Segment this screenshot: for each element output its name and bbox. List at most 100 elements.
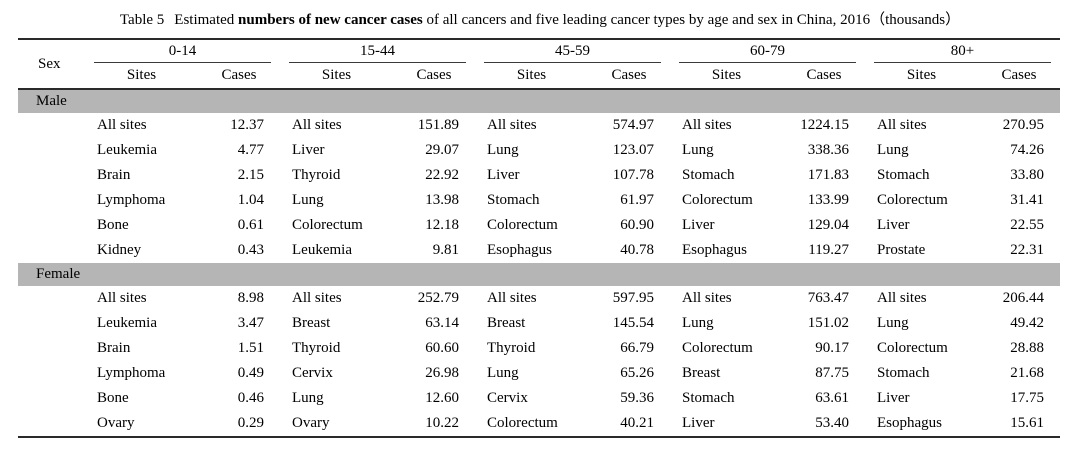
site-cell: Lung	[487, 142, 519, 158]
cases-cell: 28.88	[1010, 340, 1044, 356]
sex-spacer-cell	[18, 361, 85, 386]
cases-cell: 31.41	[1010, 192, 1044, 208]
sex-spacer-cell	[18, 336, 85, 361]
age-group-label: 45-59	[484, 43, 661, 63]
cases-cell: 338.36	[807, 142, 849, 158]
site-cell: All sites	[487, 290, 537, 306]
site-cell: Lung	[877, 315, 909, 331]
cases-cell: 171.83	[807, 167, 849, 183]
cases-cell: 74.26	[1010, 142, 1044, 158]
cases-cell: 133.99	[807, 192, 849, 208]
cases-cell: 129.04	[807, 217, 849, 233]
cases-cell: 17.75	[1010, 390, 1044, 406]
sites-header: Sites	[865, 63, 978, 90]
table-row: Brain 1.51 Thyroid 60.60 Thyroid 66.79 Colorec…	[18, 336, 1060, 361]
sites-header: Sites	[670, 63, 783, 90]
site-cell: Cervix	[487, 390, 528, 406]
cases-header: Cases	[588, 63, 670, 90]
cases-cell: 26.98	[425, 365, 459, 381]
cases-header: Cases	[198, 63, 280, 90]
table-number: Table 5	[119, 12, 165, 28]
cases-cell: 0.46	[237, 390, 264, 406]
cases-cell: 60.60	[425, 340, 459, 356]
cases-cell: 763.47	[807, 290, 849, 306]
sex-spacer-cell	[18, 238, 85, 263]
age-group-header-60-79: 60-79	[670, 40, 865, 63]
cases-cell: 107.78	[612, 167, 654, 183]
site-cell: All sites	[292, 290, 342, 306]
cases-header: Cases	[393, 63, 475, 90]
table-row: Brain 2.15 Thyroid 22.92 Liver 107.78 Stomach 1…	[18, 163, 1060, 188]
site-cell: Stomach	[877, 365, 930, 381]
sex-spacer-cell	[18, 213, 85, 238]
age-group-label: 60-79	[679, 43, 856, 63]
site-cell: Thyroid	[292, 167, 341, 183]
cases-cell: 9.81	[432, 242, 459, 258]
site-cell: Liver	[877, 390, 910, 406]
site-cell: Ovary	[97, 415, 135, 431]
site-cell: Lung	[682, 315, 714, 331]
table-row: Bone 0.46 Lung 12.60 Cervix 59.36 Stomach 63.61…	[18, 386, 1060, 411]
cases-cell: 66.79	[620, 340, 654, 356]
age-group-header-80plus: 80+	[865, 40, 1060, 63]
cases-cell: 0.61	[237, 217, 264, 233]
cases-cell: 123.07	[612, 142, 654, 158]
cases-cell: 22.31	[1010, 242, 1044, 258]
table-header: Sex 0-14 15-44 45-59 60-79 80+ Sites	[18, 40, 1060, 90]
cases-cell: 270.95	[1002, 117, 1044, 133]
site-cell: Liver	[877, 217, 910, 233]
site-cell: Ovary	[292, 415, 330, 431]
sites-header: Sites	[475, 63, 588, 90]
cases-cell: 119.27	[808, 242, 849, 258]
cases-cell: 3.47	[237, 315, 264, 331]
age-group-header-45-59: 45-59	[475, 40, 670, 63]
site-cell: Brain	[97, 167, 131, 183]
site-cell: Breast	[682, 365, 721, 381]
age-group-label: 80+	[874, 43, 1051, 63]
site-cell: Colorectum	[487, 217, 558, 233]
sex-label: Male	[18, 90, 1060, 113]
table-row: Kidney 0.43 Leukemia 9.81 Esophagus 40.78 Esop…	[18, 238, 1060, 263]
table-row: Lymphoma 1.04 Lung 13.98 Stomach 61.97 Colorec…	[18, 188, 1060, 213]
site-cell: Leukemia	[292, 242, 352, 258]
sex-spacer-cell	[18, 138, 85, 163]
site-cell: Leukemia	[97, 142, 157, 158]
cases-cell: 29.07	[425, 142, 459, 158]
sex-column-header: Sex	[18, 40, 85, 90]
site-cell: Liver	[292, 142, 325, 158]
cases-cell: 59.36	[620, 390, 654, 406]
sex-band-row-male: Male	[18, 90, 1060, 113]
site-cell: Prostate	[877, 242, 926, 258]
site-cell: Lung	[487, 365, 519, 381]
cases-cell: 0.43	[237, 242, 264, 258]
sites-header: Sites	[85, 63, 198, 90]
cases-cell: 151.02	[807, 315, 849, 331]
site-cell: Colorectum	[682, 192, 753, 208]
site-cell: Stomach	[682, 390, 735, 406]
table-row: Bone 0.61 Colorectum 12.18 Colorectum 60.90 Li…	[18, 213, 1060, 238]
cases-cell: 1224.15	[800, 117, 849, 133]
site-cell: Liver	[682, 415, 715, 431]
cases-cell: 1.51	[237, 340, 264, 356]
site-cell: Lymphoma	[97, 192, 166, 208]
cases-cell: 597.95	[612, 290, 654, 306]
site-cell: Liver	[487, 167, 520, 183]
site-cell: Stomach	[877, 167, 930, 183]
table-row: Leukemia 4.77 Liver 29.07 Lung 123.07 Lung 338.…	[18, 138, 1060, 163]
table-row: Ovary 0.29 Ovary 10.22 Colorectum 40.21 Liver 5…	[18, 411, 1060, 436]
site-cell: Liver	[682, 217, 715, 233]
site-cell: Lung	[682, 142, 714, 158]
cases-cell: 252.79	[417, 290, 459, 306]
cases-cell: 206.44	[1002, 290, 1044, 306]
cases-cell: 2.15	[237, 167, 264, 183]
site-cell: Thyroid	[292, 340, 341, 356]
cases-cell: 53.40	[815, 415, 849, 431]
cases-cell: 90.17	[815, 340, 849, 356]
cases-cell: 63.61	[815, 390, 849, 406]
cases-cell: 4.77	[237, 142, 264, 158]
cases-cell: 0.29	[237, 415, 264, 431]
site-cell: All sites	[877, 117, 927, 133]
cases-cell: 21.68	[1010, 365, 1044, 381]
table-row: All sites 12.37 All sites 151.89 All sites 57…	[18, 113, 1060, 138]
